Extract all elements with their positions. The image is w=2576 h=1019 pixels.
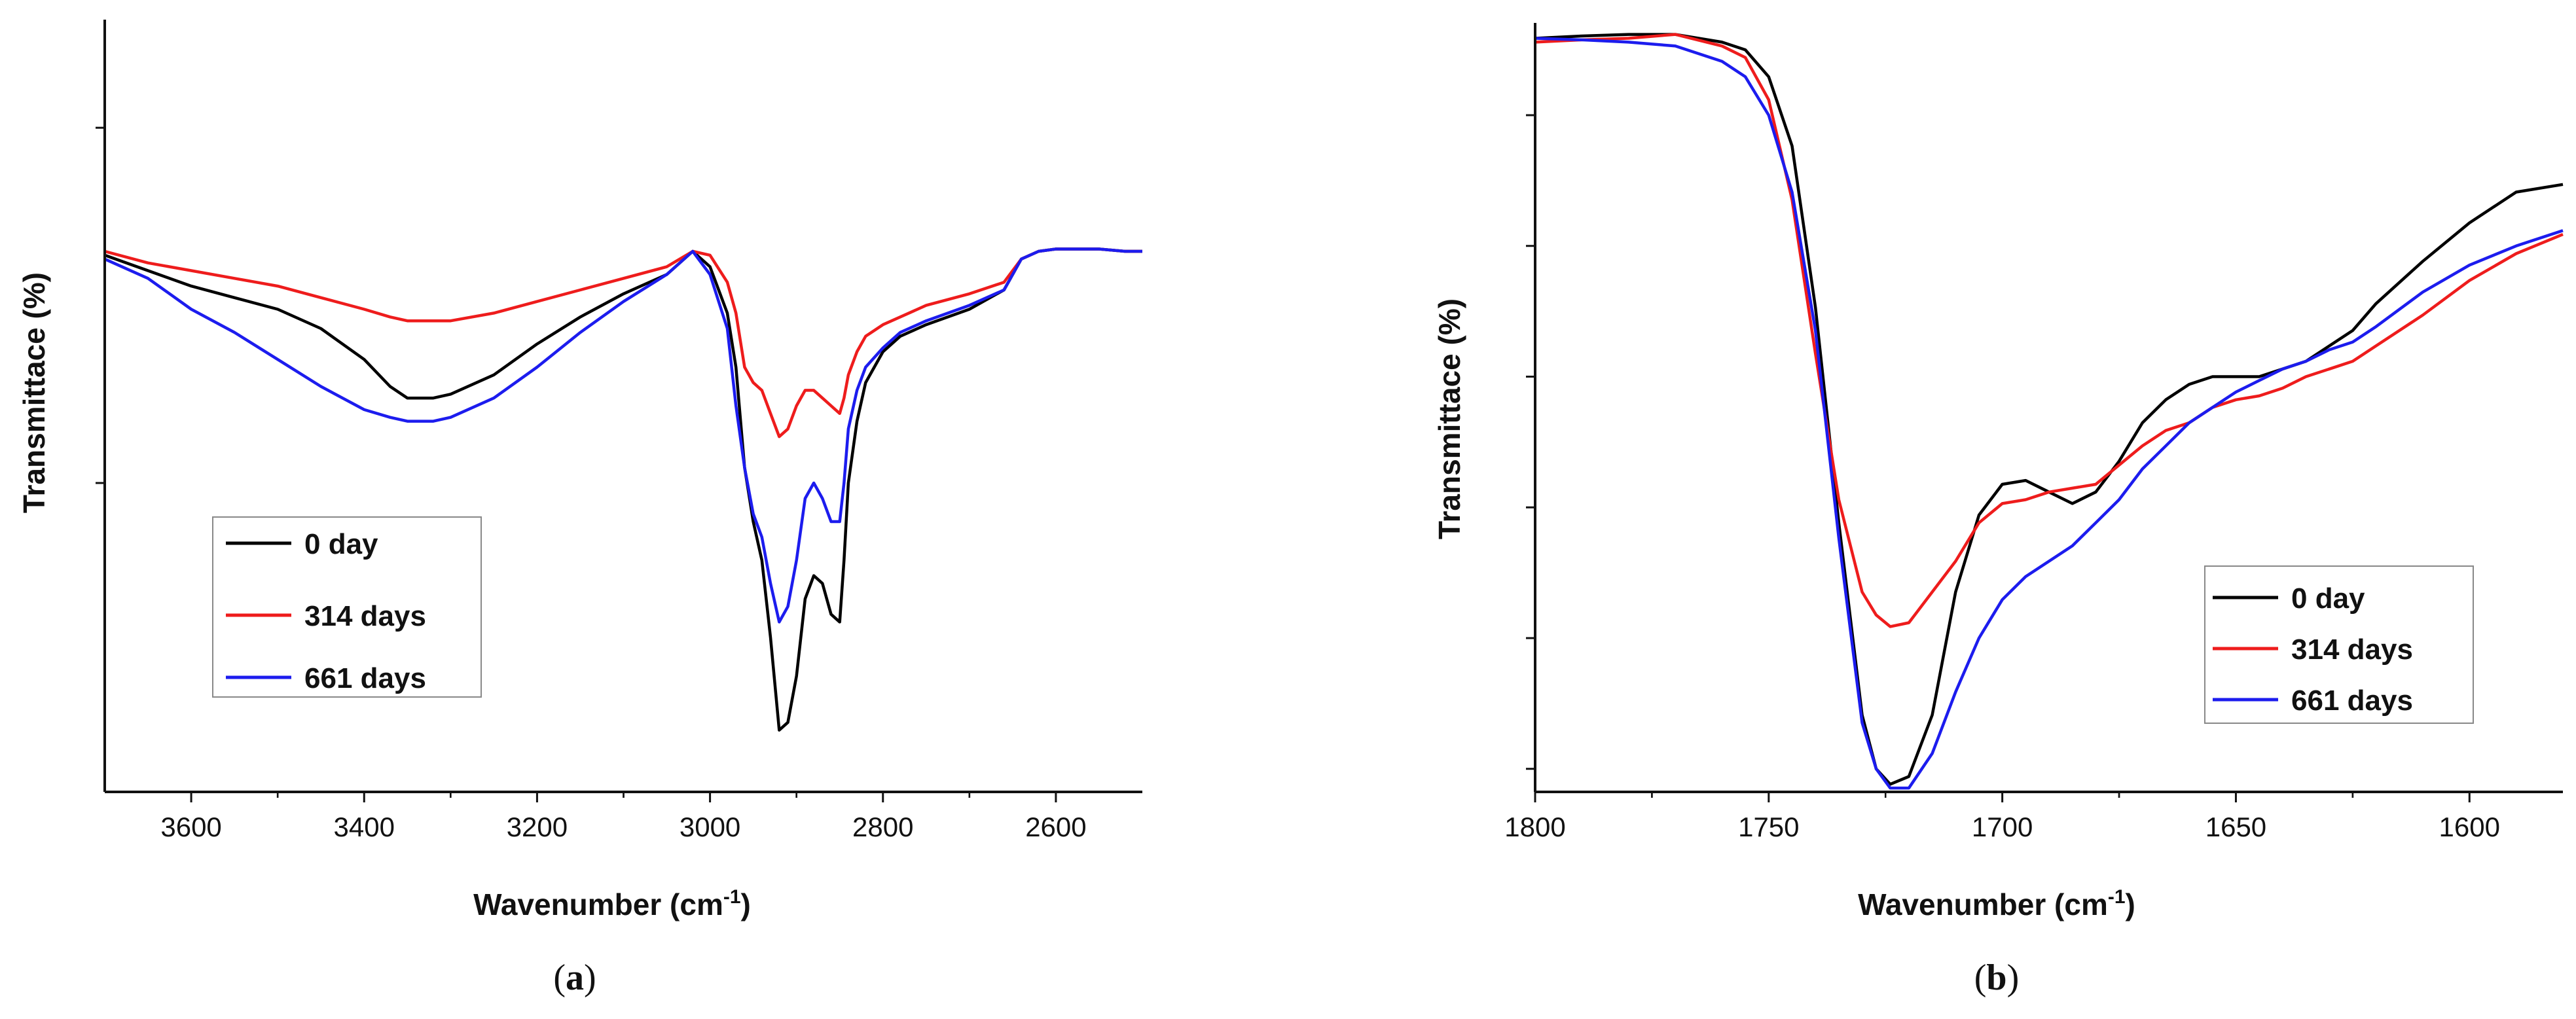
x-tick-label-3200-a: 3200 (507, 812, 568, 842)
x-tick-label-1600-b: 1600 (2439, 812, 2500, 842)
panel-label-a: (a) (553, 957, 596, 998)
series-line-314-days-b (1534, 33, 2564, 628)
legend-label-0-day-a: 0 day (304, 528, 378, 560)
series-lines-b (1534, 33, 2564, 790)
x-ticks-a: 3600 3400 3200 3000 2800 2600 (160, 792, 1087, 842)
x-tick-label-3600-a: 3600 (160, 812, 221, 842)
x-tick-label-1800-b: 1800 (1504, 812, 1565, 842)
series-line-661-days-a (104, 247, 1142, 624)
axes-b (1534, 23, 2563, 793)
series-lines-a (104, 247, 1142, 732)
legend-label-314-days-a: 314 days (304, 600, 426, 632)
x-tick-label-3400-a: 3400 (334, 812, 395, 842)
panel-label-b: (b) (1974, 957, 2019, 998)
x-axis-title-b: Wavenumber (cm-1) (1858, 886, 2135, 921)
x-tick-label-2600-a: 2600 (1025, 812, 1086, 842)
x-tick-label-2800-a: 2800 (852, 812, 913, 842)
y-axis-title-a: Transmittace (%) (17, 272, 51, 513)
chart-panel-a: 3600 3400 3200 3000 2800 2600 Wavenumber (cm-… (17, 20, 1142, 998)
chart-panel-b: 1800 1750 1700 1650 1600 Wavenumber (cm-1) T… (1432, 23, 2564, 998)
legend-label-661-days-b: 661 days (2291, 685, 2413, 717)
x-tick-label-1700-b: 1700 (1972, 812, 2033, 842)
legend-box-a (212, 516, 482, 698)
legend-label-0-day-b: 0 day (2291, 582, 2365, 615)
x-tick-label-1650-b: 1650 (2205, 812, 2266, 842)
y-ticks-a (96, 126, 105, 484)
x-tick-label-1750-b: 1750 (1738, 812, 1799, 842)
series-line-661-days-b (1534, 37, 2564, 790)
x-tick-label-3000-a: 3000 (680, 812, 740, 842)
series-line-0-day-a (104, 247, 1142, 732)
legend-a: 0 day 314 days 661 days (212, 516, 482, 698)
legend-label-314-days-b: 314 days (2291, 634, 2413, 666)
y-axis-title-b: Transmittace (%) (1432, 298, 1466, 539)
series-line-314-days-a (104, 247, 1142, 438)
x-axis-title-a: Wavenumber (cm-1) (473, 886, 751, 921)
x-ticks-b: 1800 1750 1700 1650 1600 (1504, 792, 2500, 842)
y-ticks-b (1526, 114, 1535, 770)
legend-label-661-days-a: 661 days (304, 662, 426, 694)
series-line-0-day-b (1534, 33, 2564, 786)
legend-box-b (2204, 565, 2474, 724)
legend-b: 0 day 314 days 661 days (2204, 565, 2474, 724)
